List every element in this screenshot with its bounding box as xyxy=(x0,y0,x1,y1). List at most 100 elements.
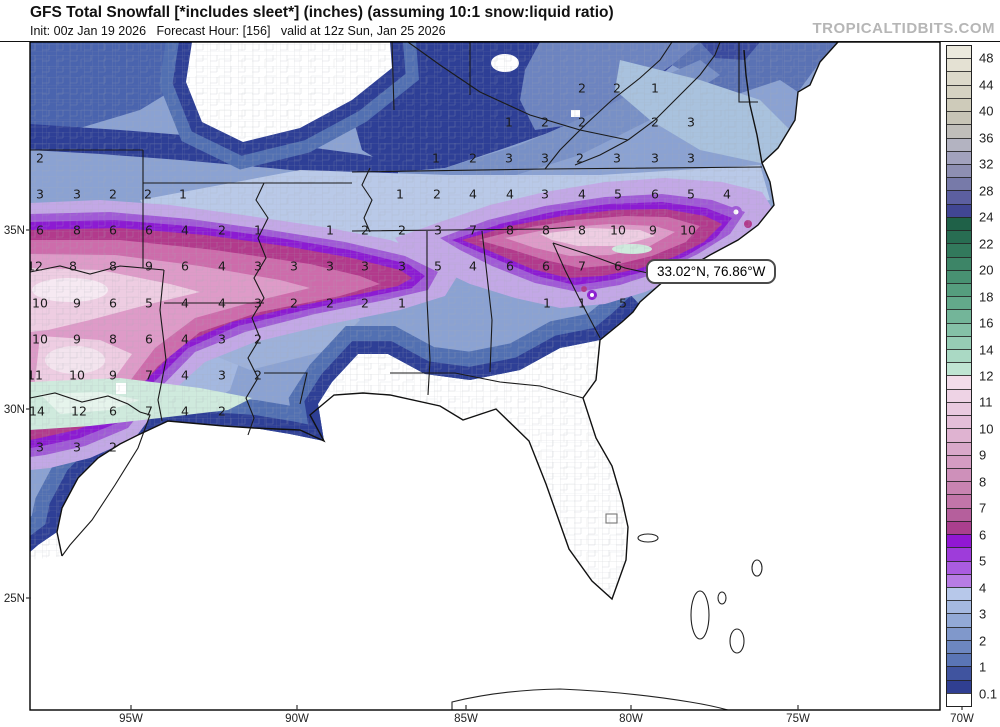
grid-value: 3 xyxy=(254,259,262,274)
grid-value: 2 xyxy=(254,368,262,383)
cursor-coordinates-tooltip: 33.02°N, 76.86°W xyxy=(646,259,777,284)
grid-value: 2 xyxy=(541,115,549,130)
lat-axis-label: 30N xyxy=(4,404,25,416)
colorbar-cell xyxy=(947,124,971,138)
grid-value: 10 xyxy=(32,332,48,347)
grid-value: 2 xyxy=(398,223,406,238)
colorbar-cell xyxy=(947,269,971,283)
grid-value: 1 xyxy=(578,296,586,311)
colorbar-cell xyxy=(947,586,971,601)
colorbar-cell xyxy=(947,282,971,297)
colorbar-cell xyxy=(947,46,971,59)
colorbar-cell xyxy=(947,415,971,429)
grid-value: 2 xyxy=(576,151,584,166)
grid-value: 4 xyxy=(723,187,731,202)
colorbar-cell xyxy=(947,150,971,164)
colorbar-cell xyxy=(947,256,971,270)
grid-value: 2 xyxy=(361,296,369,311)
colorbar-tick-label: 9 xyxy=(979,447,987,463)
colorbar-cell xyxy=(947,296,971,310)
colorbar-cell xyxy=(947,653,971,667)
grid-value: 2 xyxy=(651,115,659,130)
colorbar-cell xyxy=(947,216,971,231)
colorbar-tick-label: 12 xyxy=(979,368,994,384)
grid-value: 8 xyxy=(73,223,81,238)
colorbar-cell xyxy=(947,547,971,561)
grid-value: 4 xyxy=(181,404,189,419)
grid-value: 1 xyxy=(398,296,406,311)
grid-value: 2 xyxy=(218,223,226,238)
grid-value: 2 xyxy=(433,187,441,202)
grid-values-layer: 2 2 11 2 2 2 32 1 2 3 3 2 3 3 33 3 2 2 1 1 2 4 4 3 4 5 6 5 46 8 6 6 4 2 1 1… xyxy=(29,81,731,455)
colorbar-cell xyxy=(947,322,971,336)
grid-value: 3 xyxy=(687,115,695,130)
grid-value: 4 xyxy=(469,259,477,274)
colorbar-cell xyxy=(947,600,971,614)
grid-value: 6 xyxy=(614,259,622,274)
grid-value: 9 xyxy=(145,259,153,274)
lon-axis-label: 70W xyxy=(950,713,974,725)
colorbar-cell xyxy=(947,639,971,654)
grid-value: 4 xyxy=(181,368,189,383)
grid-value: 2 xyxy=(361,223,369,238)
grid-value: 6 xyxy=(145,332,153,347)
colorbar-cell xyxy=(947,243,971,257)
colorbar-cell xyxy=(947,481,971,495)
colorbar-cell xyxy=(947,335,971,350)
grid-value: 2 xyxy=(109,187,117,202)
grid-value: 3 xyxy=(398,259,406,274)
grid-value: 6 xyxy=(506,259,514,274)
grid-value: 14 xyxy=(29,404,45,419)
colorbar-tick-label: 7 xyxy=(979,500,987,516)
grid-value: 3 xyxy=(541,187,549,202)
colorbar-tick-label: 36 xyxy=(979,130,994,146)
grid-value: 4 xyxy=(506,187,514,202)
colorbar-tick-label: 16 xyxy=(979,315,994,331)
grid-value: 2 xyxy=(144,187,152,202)
grid-value: 3 xyxy=(73,187,81,202)
grid-value: 5 xyxy=(434,259,442,274)
grid-value: 6 xyxy=(36,223,44,238)
lon-axis-label: 85W xyxy=(454,713,478,725)
forecast-subtitle: Init: 00z Jan 19 2026 Forecast Hour: [15… xyxy=(30,24,446,38)
grid-value: 8 xyxy=(109,332,117,347)
grid-value: 12 xyxy=(71,404,87,419)
page-title: GFS Total Snowfall [*includes sleet*] (i… xyxy=(30,4,614,21)
colorbar-tick-label: 6 xyxy=(979,527,987,543)
colorbar-cell xyxy=(947,534,971,548)
colorbar-cell xyxy=(947,560,971,574)
grid-value: 9 xyxy=(109,368,117,383)
colorbar-cell xyxy=(947,190,971,204)
colorbar-cell xyxy=(947,362,971,376)
grid-value: 3 xyxy=(613,151,621,166)
colorbar-tick-label: 14 xyxy=(979,342,994,358)
grid-value: 8 xyxy=(578,223,586,238)
colorbar-tick-label: 28 xyxy=(979,183,994,199)
colorbar-cell xyxy=(947,401,971,416)
grid-value: 1 xyxy=(254,223,262,238)
colorbar-tick-label: 10 xyxy=(979,421,994,437)
grid-value: 5 xyxy=(687,187,695,202)
colorbar-cell xyxy=(947,203,971,217)
grid-value: 8 xyxy=(542,223,550,238)
lat-axis-label: 25N xyxy=(4,593,25,605)
colorbar-cell xyxy=(947,573,971,587)
grid-value: 2 xyxy=(109,440,117,455)
colorbar-tick-label: 18 xyxy=(979,289,994,305)
grid-value: 5 xyxy=(145,296,153,311)
lat-axis-label: 35N xyxy=(4,225,25,237)
grid-value: 8 xyxy=(506,223,514,238)
colorbar-tick-label: 20 xyxy=(979,262,994,278)
lon-axis-label: 80W xyxy=(619,713,643,725)
grid-value: 2 xyxy=(326,296,334,311)
grid-value: 4 xyxy=(218,296,226,311)
state-borders xyxy=(30,42,763,557)
grid-value: 2 xyxy=(578,81,586,96)
grid-value: 10 xyxy=(32,296,48,311)
colorbar-tick-label: 32 xyxy=(979,156,994,172)
grid-value: 2 xyxy=(36,151,44,166)
colorbar-cell xyxy=(947,388,971,402)
grid-value: 6 xyxy=(109,296,117,311)
